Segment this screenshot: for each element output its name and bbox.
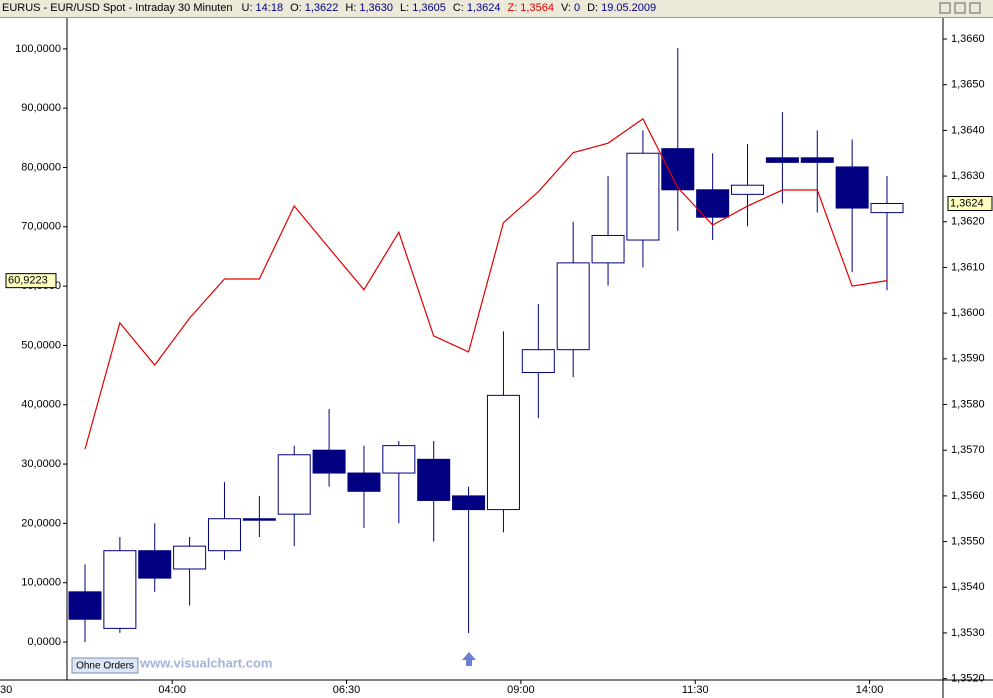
header-field-label: Z:: [507, 2, 518, 14]
last-value-box: [5, 273, 57, 289]
x-tick-label: 14:00: [856, 684, 884, 696]
y2-tick-label: 1,3540: [951, 581, 985, 593]
header-field-label: U:: [241, 2, 253, 14]
candle-body: [661, 148, 695, 191]
candle-body: [68, 591, 102, 620]
y2-tick-label: 1,3590: [951, 353, 985, 365]
candle-body: [486, 394, 520, 511]
candle-body: [242, 518, 276, 521]
y2-tick-label: 1,3560: [951, 490, 985, 502]
candle-body: [452, 495, 486, 511]
header-field-label: L:: [400, 2, 410, 14]
candle-body: [347, 472, 381, 492]
candle-body: [382, 445, 416, 474]
header-fields: U: 14:18 O: 1,3622 H: 1,3630 L: 1,3605 C: 1,3624 Z…: [242, 2, 664, 14]
candle-body: [870, 202, 904, 214]
y-tick-label: 50,0000: [21, 339, 61, 351]
header-field-value: 1,3622: [304, 2, 339, 14]
last-value-label: 60,9223: [8, 275, 48, 287]
x-tick-label: 30: [0, 684, 12, 696]
close-button[interactable]: [969, 2, 981, 14]
candle-body: [417, 458, 451, 501]
y-tick-label: 40,0000: [21, 399, 61, 411]
header-field-value: 1,3624: [466, 2, 501, 14]
indicator-line: [84, 117, 888, 450]
y2-tick-label: 1,3520: [951, 673, 985, 685]
header-bar: EURUS - EUR/USD Spot - Intraday 30 Minut…: [0, 0, 993, 18]
y2-tick-label: 1,3610: [951, 261, 985, 273]
candle-body: [626, 152, 660, 241]
header-field-label: V:: [560, 2, 571, 14]
header-field-value: 14:18: [255, 2, 284, 14]
y2-tick-label: 1,3530: [951, 627, 985, 639]
candle-body: [521, 349, 555, 374]
y2-tick-label: 1,3570: [951, 444, 985, 456]
header-field-value: 1,3630: [359, 2, 394, 14]
candle-body: [312, 449, 346, 474]
orders-button-label: Ohne Orders: [76, 661, 134, 672]
header-field-value: 0: [573, 2, 581, 14]
y-tick-label: 70,0000: [21, 221, 61, 233]
x-tick-label: 11:30: [682, 684, 709, 696]
maximize-button[interactable]: [954, 2, 966, 14]
x-tick-label: 06:30: [333, 684, 361, 696]
header-field-value: 1,3564: [520, 2, 554, 14]
y-tick-label: 30,0000: [21, 458, 61, 470]
x-tick-label: 09:00: [507, 684, 535, 696]
header-field-label: H:: [345, 2, 357, 14]
y2-tick-label: 1,3580: [951, 398, 985, 410]
candle-body: [173, 545, 207, 570]
header-symbol: EURUS - EUR/USD Spot - Intraday 30 Minut…: [2, 2, 233, 14]
candle-body: [138, 550, 172, 579]
y2-tick-label: 1,3600: [951, 307, 985, 319]
candle-body: [835, 166, 869, 209]
header-field-value: 19.05.2009: [601, 2, 657, 14]
y-tick-label: 20,0000: [21, 517, 61, 529]
candle-body: [103, 550, 137, 629]
watermark: www.visualchart.com: [139, 655, 272, 670]
plot-area: [67, 18, 943, 680]
last-value-box: [947, 195, 993, 211]
window-buttons: [939, 2, 981, 14]
candle-body: [556, 262, 590, 351]
candle-body: [207, 518, 241, 552]
y2-tick-label: 1,3650: [951, 79, 985, 91]
candle-body: [765, 157, 799, 163]
last-value-label: 1,3624: [950, 197, 984, 209]
y2-tick-label: 1,3640: [951, 124, 985, 136]
candle-body: [731, 184, 765, 195]
y2-tick-label: 1,3660: [951, 33, 985, 45]
y-tick-label: 90,0000: [21, 102, 61, 114]
header-field-label: D:: [587, 2, 599, 14]
y2-tick-label: 1,3550: [951, 535, 985, 547]
header-field-label: C:: [452, 2, 464, 14]
candle-body: [696, 189, 730, 218]
y-tick-label: 100,0000: [15, 43, 61, 55]
candle-body: [277, 454, 311, 515]
marker-arrow: [462, 652, 476, 666]
candle-body: [591, 234, 625, 264]
orders-button[interactable]: [71, 657, 139, 674]
y-tick-label: 0,0000: [27, 636, 61, 648]
candle-body: [800, 157, 834, 163]
header-field-value: 1,3605: [412, 2, 446, 14]
header-field-label: O:: [290, 2, 302, 14]
y-tick-label: 10,0000: [21, 577, 61, 589]
y2-tick-label: 1,3630: [951, 170, 985, 182]
y-tick-label: 80,0000: [21, 161, 61, 173]
x-tick-label: 04:00: [158, 684, 186, 696]
y2-tick-label: 1,3620: [951, 216, 985, 228]
minimize-button[interactable]: [939, 2, 951, 14]
